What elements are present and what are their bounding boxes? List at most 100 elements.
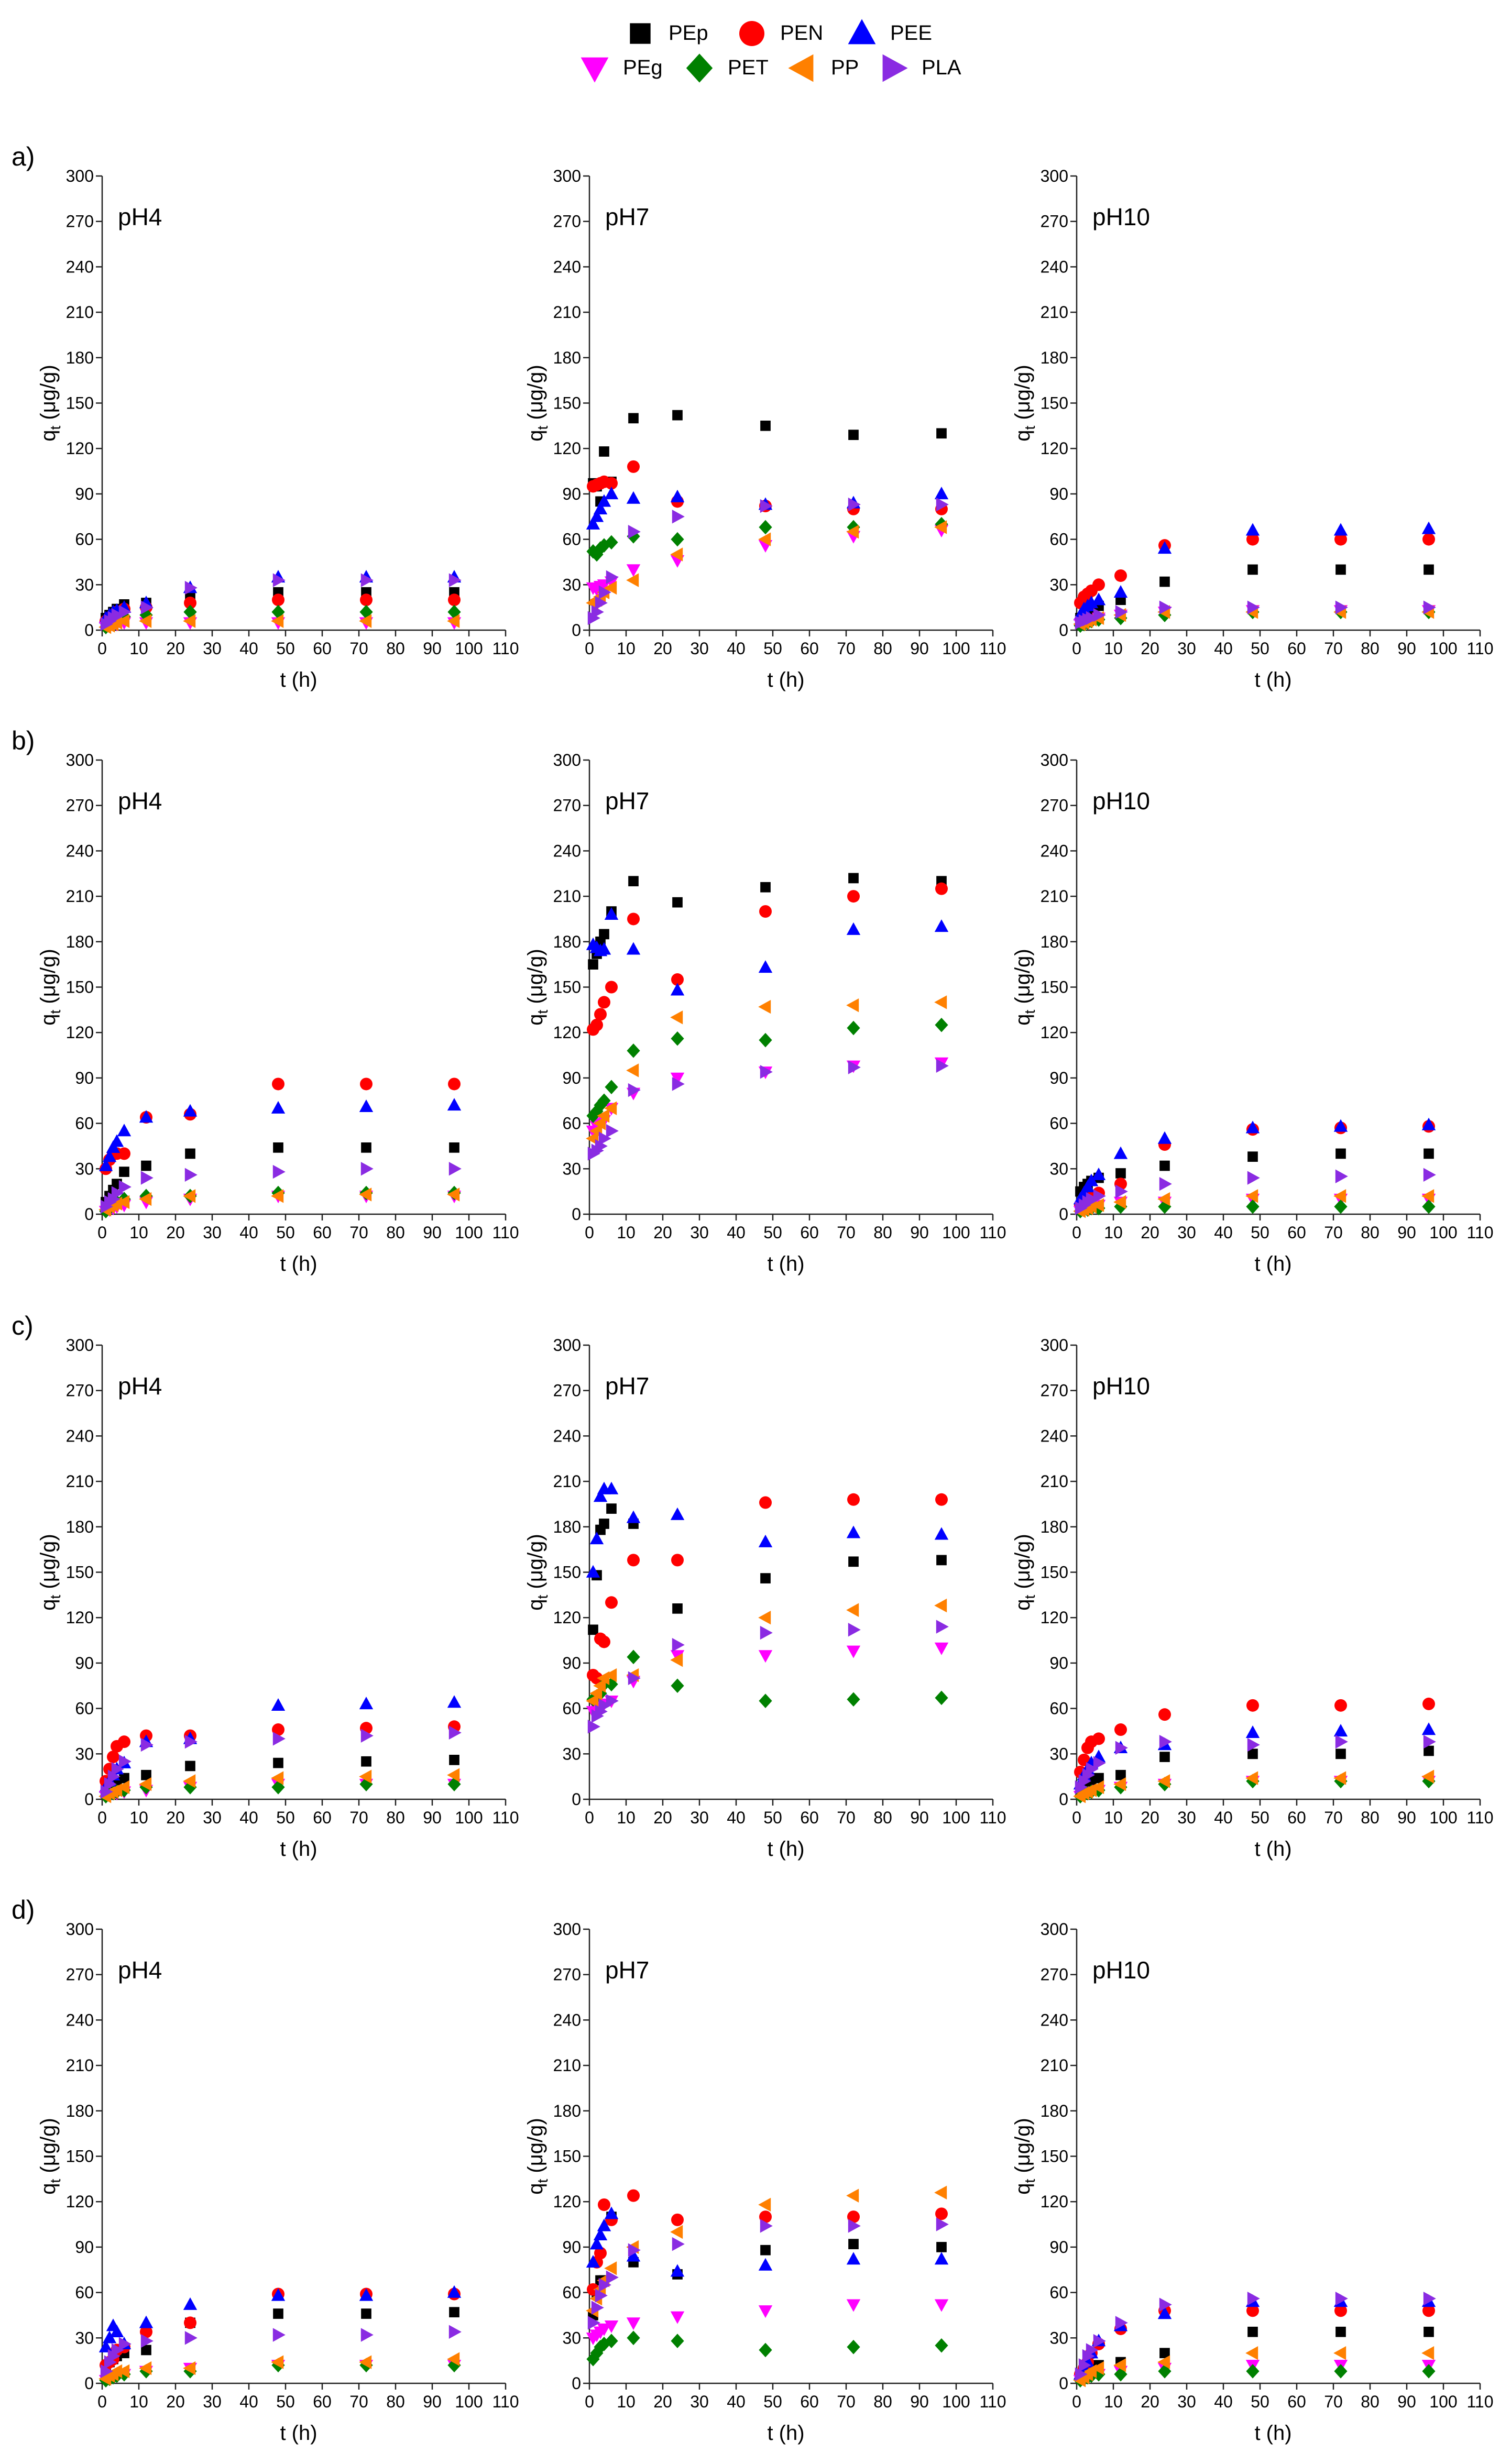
series-pee	[586, 1481, 949, 1578]
x-tick-label: 0	[585, 639, 594, 658]
point-pep	[119, 1773, 129, 1784]
y-tick-label: 60	[562, 530, 581, 549]
x-tick-label: 100	[1429, 639, 1457, 658]
point-pep	[1159, 576, 1170, 587]
y-tick-label: 180	[66, 1517, 94, 1536]
point-pen	[627, 1554, 640, 1567]
point-pla	[1335, 1169, 1348, 1183]
point-pet	[586, 1108, 600, 1123]
point-pep	[141, 2345, 151, 2356]
point-pen	[448, 1077, 461, 1091]
series-pet	[99, 1185, 461, 1219]
y-axis-label: qt (μg/g)	[1011, 365, 1038, 441]
point-pp	[359, 614, 372, 628]
point-pla	[448, 1162, 462, 1176]
point-pen	[598, 2198, 610, 2211]
point-pen	[140, 2325, 152, 2338]
point-pla	[111, 608, 124, 622]
legend-item-pen: PEN	[739, 21, 823, 46]
point-pla	[606, 1124, 619, 1138]
x-tick-label: 0	[585, 2392, 594, 2411]
point-pen	[272, 1077, 284, 1091]
x-tick-label: 10	[617, 1223, 636, 1242]
point-pen	[360, 1077, 373, 1091]
point-pet	[759, 2342, 772, 2358]
point-pp	[758, 532, 771, 546]
point-pp	[1421, 1189, 1435, 1203]
point-peg	[670, 1072, 685, 1085]
point-pet	[1158, 1199, 1171, 1214]
y-tick-label: 30	[562, 2328, 581, 2347]
series-pla	[1075, 1168, 1436, 1215]
point-pet	[1422, 1774, 1436, 1789]
point-pla	[118, 2337, 132, 2351]
y-tick-label: 120	[553, 439, 581, 458]
point-pla	[595, 1139, 608, 1153]
point-pep	[760, 421, 771, 431]
legend-marker-pee	[848, 19, 876, 45]
y-axis-label: qt (μg/g)	[37, 949, 63, 1025]
point-peg	[670, 2311, 685, 2324]
point-pp	[271, 1189, 284, 1203]
x-axis-label: t (h)	[280, 1252, 317, 1275]
point-pen	[671, 1554, 684, 1567]
point-pet	[1092, 2367, 1105, 2382]
legend-item-peg: PEg	[581, 56, 663, 83]
point-pet	[1114, 1199, 1127, 1214]
y-tick-label: 150	[1041, 978, 1068, 997]
series-pee	[98, 1098, 462, 1171]
point-pen	[184, 2316, 196, 2329]
y-tick-label: 150	[553, 978, 581, 997]
x-tick-label: 60	[313, 2392, 332, 2411]
x-tick-label: 20	[1141, 2392, 1159, 2411]
point-pp	[758, 999, 771, 1014]
point-pen	[847, 890, 860, 903]
point-pep	[936, 2242, 947, 2252]
x-axis-label: t (h)	[1254, 2422, 1291, 2445]
point-pla	[272, 1732, 286, 1746]
point-pee	[934, 1527, 949, 1540]
point-pla	[1086, 1192, 1099, 1206]
point-pep	[185, 1148, 195, 1159]
x-tick-label: 110	[979, 2392, 1006, 2411]
point-pla	[111, 1186, 124, 1200]
x-tick-label: 70	[1324, 1808, 1343, 1827]
point-pet	[590, 2346, 604, 2360]
y-tick-label: 90	[562, 485, 581, 503]
x-tick-label: 110	[979, 639, 1006, 658]
point-pla	[1335, 2291, 1348, 2306]
point-pp	[359, 1769, 372, 1784]
point-pep	[1093, 1773, 1104, 1784]
y-tick-label: 0	[1059, 621, 1068, 640]
point-pla	[1423, 1734, 1436, 1749]
point-pla	[360, 1729, 374, 1743]
x-tick-label: 20	[653, 1808, 672, 1827]
point-pen	[1334, 533, 1347, 546]
x-tick-label: 10	[129, 639, 148, 658]
point-pee	[359, 2288, 374, 2301]
y-tick-label: 60	[562, 1699, 581, 1718]
point-pee	[604, 1481, 619, 1494]
point-pla	[104, 1777, 117, 1791]
x-tick-label: 20	[1141, 1808, 1159, 1827]
point-pep	[848, 430, 859, 441]
point-pla	[760, 499, 773, 513]
point-pp	[593, 1679, 606, 1693]
point-pla	[107, 1192, 121, 1206]
y-tick-label: 240	[1041, 841, 1068, 860]
y-tick-label: 150	[66, 1563, 94, 1582]
point-pep	[599, 446, 609, 457]
point-pla	[1423, 600, 1436, 614]
point-pen	[594, 1008, 607, 1021]
point-pet	[847, 2339, 860, 2355]
x-tick-label: 90	[910, 1223, 929, 1242]
point-pp	[1157, 1774, 1170, 1788]
y-tick-label: 210	[66, 303, 94, 322]
x-tick-label: 20	[166, 1808, 185, 1827]
legend-marker-pet	[686, 53, 713, 83]
series-pla	[100, 1725, 462, 1799]
x-tick-label: 60	[1287, 2392, 1306, 2411]
panel-title: pH7	[605, 787, 649, 815]
point-pet	[759, 1032, 772, 1048]
y-tick-label: 300	[1041, 751, 1068, 769]
